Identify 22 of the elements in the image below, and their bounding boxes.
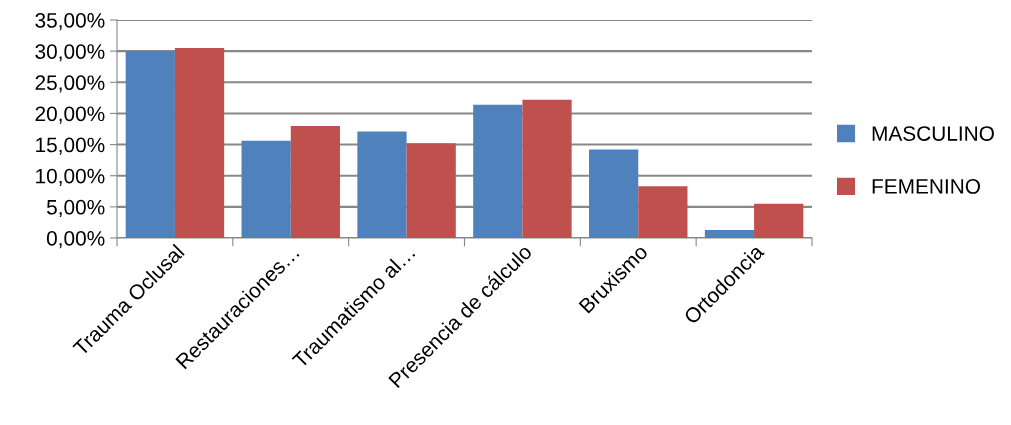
y-tick-label: 15,00% — [36, 137, 105, 155]
bar — [290, 125, 340, 238]
bar — [174, 48, 225, 238]
bar — [704, 229, 755, 238]
bar — [357, 131, 407, 238]
y-tick-label: 25,00% — [35, 75, 105, 93]
legend-label: MASCULINO — [872, 126, 994, 141]
legend-label: FEMENINO — [872, 179, 980, 194]
bar — [241, 140, 291, 238]
bar — [589, 149, 639, 238]
bar — [125, 51, 175, 238]
bar — [522, 99, 572, 238]
bar — [754, 203, 804, 238]
bar — [473, 104, 523, 238]
y-tick-label: 0,00% — [46, 231, 105, 249]
y-tick-label: 10,00% — [36, 168, 105, 186]
bar — [406, 143, 456, 238]
y-tick-label: 30,00% — [35, 44, 105, 62]
y-tick-label: 5,00% — [46, 199, 105, 218]
bar — [638, 186, 688, 238]
y-tick-label: 35,00% — [35, 13, 105, 31]
y-tick-label: 20,00% — [35, 106, 105, 124]
